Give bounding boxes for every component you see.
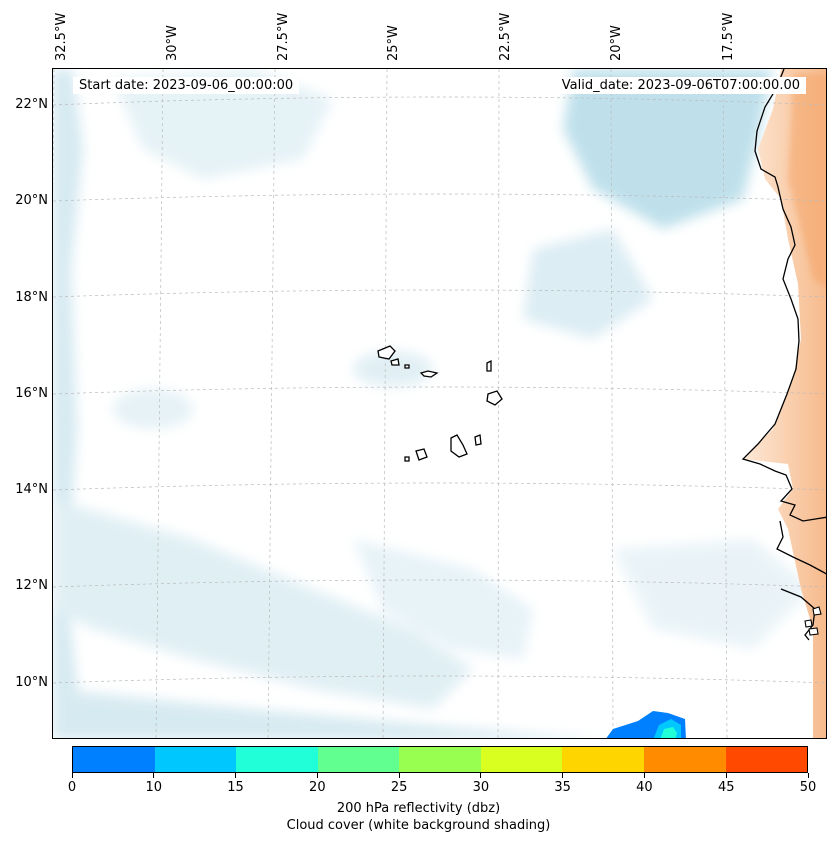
lat-label-18n: 18°N	[15, 290, 48, 305]
island-santiago	[450, 434, 468, 458]
lon-label-27-5w: 27.5°W	[276, 12, 291, 61]
start-date-label: Start date: 2023-09-06_00:00:00	[73, 77, 300, 94]
graticule	[53, 69, 826, 738]
colorbar-segment-7	[643, 747, 726, 772]
lon-label-32-5w: 32.5°W	[54, 12, 69, 61]
colorbar-tick	[398, 773, 400, 778]
colorbar-tick-label: 0	[67, 780, 77, 795]
colorbar-tick	[71, 773, 73, 778]
lat-label-14n: 14°N	[15, 482, 48, 497]
colorbar-tick	[316, 773, 318, 778]
island-santo-antao	[377, 345, 396, 360]
map-panel: Start date: 2023-09-06_00:00:00 Valid_da…	[52, 68, 827, 739]
island-sao-vicente	[390, 358, 400, 366]
cloud-cover-shading	[53, 69, 813, 738]
island-boa-vista	[486, 390, 503, 406]
colorbar-tick-label: 45	[717, 780, 735, 795]
colorbar-segment-3	[317, 747, 400, 772]
colorbar-tick-label: 25	[390, 780, 408, 795]
cloud-patch-north	[113, 69, 333, 179]
colorbar-segment-1	[154, 747, 237, 772]
colorbar-label-cloud-cover: Cloud cover (white background shading)	[286, 818, 551, 833]
colorbar-tick-label: 50	[799, 780, 817, 795]
colorbar-tick	[807, 773, 809, 778]
colorbar-tick	[480, 773, 482, 778]
colorbar-tick-label: 40	[636, 780, 653, 795]
cloud-patch-south-edge	[53, 689, 588, 738]
island-santa-luzia	[404, 364, 410, 369]
lat-label-12n: 12°N	[15, 578, 48, 593]
island-sao-nicolau	[419, 370, 439, 378]
lon-label-17-5w: 17.5°W	[721, 12, 736, 61]
island-brava	[404, 456, 410, 462]
island-fogo	[415, 448, 428, 461]
lon-label-30w: 30°W	[165, 25, 180, 61]
colorbar-tick	[725, 773, 727, 778]
island-sal	[486, 359, 492, 372]
africa-coastline-south	[776, 520, 826, 641]
lon-label-22-5w: 22.5°W	[498, 12, 513, 61]
cloud-patch-northeast	[563, 69, 773, 229]
lon-label-25w: 25°W	[386, 25, 401, 61]
reflectivity-cell	[606, 711, 686, 738]
colorbar-segment-0	[73, 747, 155, 772]
lat-label-10n: 10°N	[15, 675, 48, 690]
colorbar-label-reflectivity: 200 hPa reflectivity (dbz)	[336, 801, 501, 816]
bijagos-islands	[804, 606, 822, 636]
colorbar-segment-2	[236, 747, 318, 772]
colorbar	[72, 746, 808, 773]
colorbar-tick	[153, 773, 155, 778]
colorbar-tick-label: 15	[227, 780, 244, 795]
colorbar-tick-label: 10	[145, 780, 163, 795]
valid-date-label: Valid_date: 2023-09-06T07:00:00.00	[555, 77, 806, 94]
colorbar-tick	[643, 773, 645, 778]
colorbar-tick-label: 35	[554, 780, 571, 795]
colorbar-tick	[562, 773, 564, 778]
colorbar-tick-label: 20	[309, 780, 326, 795]
colorbar-segment-6	[562, 747, 644, 772]
map-canvas	[53, 69, 826, 738]
cloud-patch-south-mid	[353, 539, 533, 659]
lat-label-20n: 20°N	[15, 193, 48, 208]
lon-label-20w: 20°W	[609, 25, 624, 61]
cloud-patch-islands	[353, 351, 433, 387]
cape-verde-islands	[377, 345, 503, 462]
africa-land-shading-inner	[788, 74, 826, 288]
colorbar-segment-5	[480, 747, 563, 772]
colorbar-segment-8	[725, 747, 808, 772]
lat-label-22n: 22°N	[15, 97, 48, 112]
colorbar-segment-4	[399, 747, 481, 772]
cloud-patch-west-edge	[53, 69, 83, 738]
cloud-patch-west	[113, 389, 193, 429]
cloud-patch-central-band	[523, 229, 653, 339]
colorbar-tick	[235, 773, 237, 778]
lat-label-16n: 16°N	[15, 386, 48, 401]
cloud-patch-southeast	[613, 539, 813, 649]
africa-coastline	[741, 69, 826, 522]
island-maio	[474, 434, 482, 446]
colorbar-tick-label: 30	[472, 780, 490, 795]
